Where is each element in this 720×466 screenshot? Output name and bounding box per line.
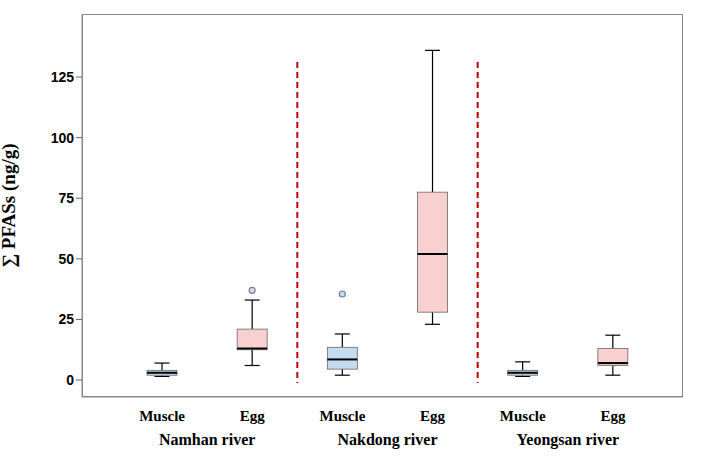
svg-text:∑ PFASs (ng/g): ∑ PFASs (ng/g) bbox=[8, 143, 20, 267]
svg-text:Egg: Egg bbox=[420, 408, 446, 424]
svg-text:50: 50 bbox=[58, 251, 74, 267]
svg-text:25: 25 bbox=[58, 311, 74, 327]
svg-text:Namhan river: Namhan river bbox=[159, 431, 255, 448]
svg-text:75: 75 bbox=[58, 190, 74, 206]
svg-text:Egg: Egg bbox=[240, 408, 266, 424]
svg-text:0: 0 bbox=[66, 372, 74, 388]
svg-text:125: 125 bbox=[51, 69, 75, 85]
svg-text:Muscle: Muscle bbox=[139, 408, 185, 424]
svg-text:Nakdong river: Nakdong river bbox=[338, 431, 438, 449]
svg-text:Yeongsan river: Yeongsan river bbox=[517, 431, 620, 449]
svg-text:Egg: Egg bbox=[600, 408, 626, 424]
svg-text:Muscle: Muscle bbox=[500, 408, 546, 424]
svg-text:100: 100 bbox=[51, 130, 75, 146]
svg-text:Muscle: Muscle bbox=[320, 408, 366, 424]
